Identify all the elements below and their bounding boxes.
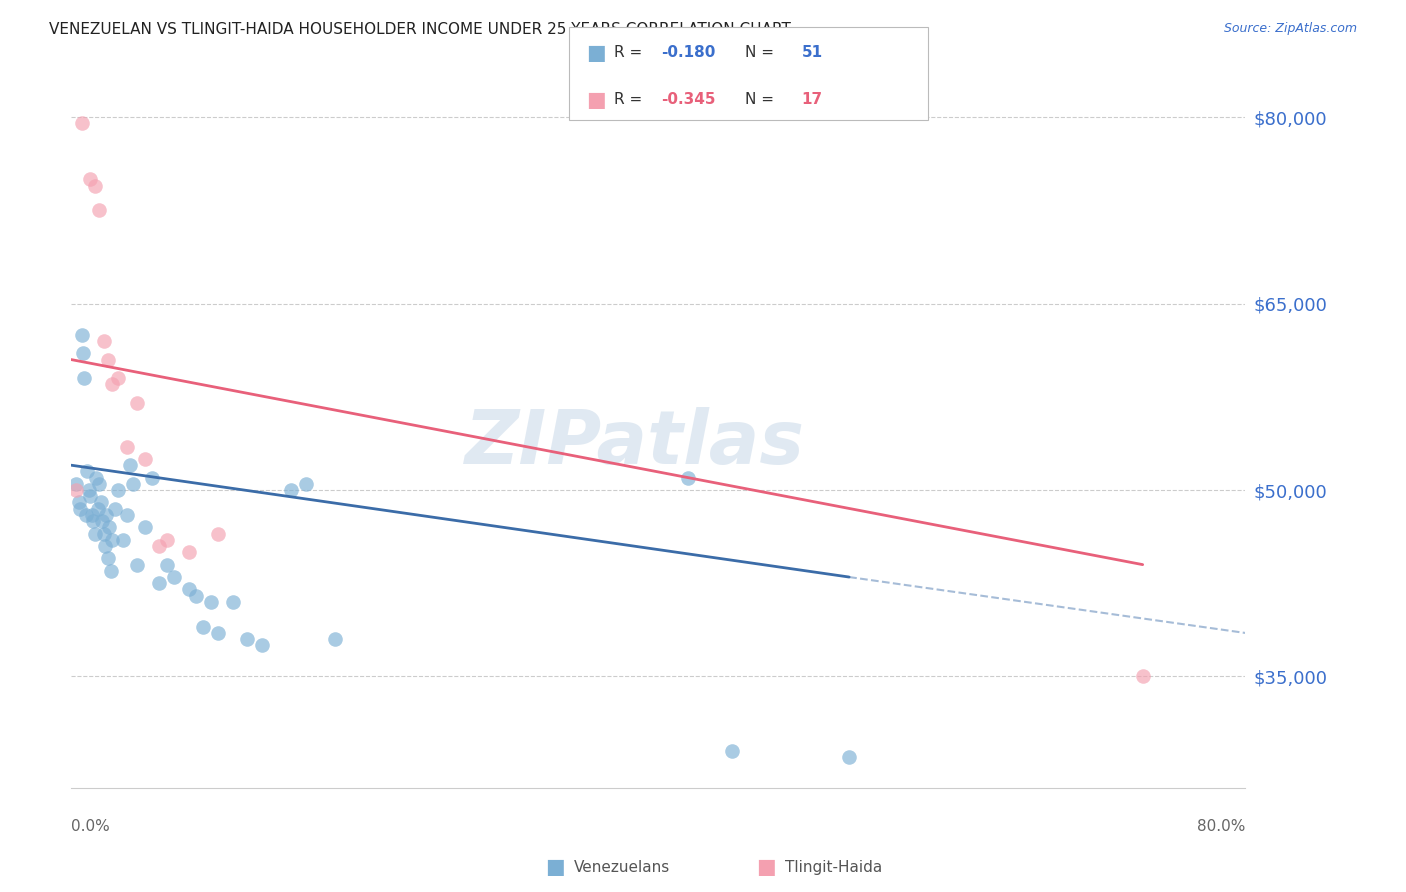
- Point: [107, 483, 129, 497]
- Point: [295, 476, 318, 491]
- Point: [184, 589, 207, 603]
- Point: [89, 203, 111, 218]
- Text: ■: ■: [586, 43, 606, 63]
- Point: [250, 639, 273, 653]
- Text: 51: 51: [801, 45, 823, 61]
- Point: [122, 476, 145, 491]
- Point: [101, 377, 124, 392]
- Point: [83, 178, 105, 193]
- Point: [70, 116, 93, 130]
- Point: [82, 514, 104, 528]
- Point: [79, 489, 101, 503]
- Point: [236, 632, 259, 647]
- Point: [80, 508, 103, 522]
- Point: [676, 470, 699, 484]
- Point: [65, 476, 87, 491]
- Point: [89, 476, 111, 491]
- Point: [134, 452, 156, 467]
- Text: ■: ■: [586, 90, 606, 110]
- Text: -0.345: -0.345: [661, 92, 716, 107]
- Point: [207, 526, 229, 541]
- Point: [94, 539, 117, 553]
- Point: [148, 576, 170, 591]
- Point: [115, 508, 138, 522]
- Text: Source: ZipAtlas.com: Source: ZipAtlas.com: [1223, 22, 1357, 36]
- Point: [104, 501, 127, 516]
- Text: N =: N =: [745, 92, 779, 107]
- Point: [207, 626, 229, 640]
- Text: 80.0%: 80.0%: [1197, 820, 1246, 834]
- Point: [156, 533, 179, 547]
- Point: [838, 750, 860, 764]
- Text: R =: R =: [614, 45, 648, 61]
- Point: [134, 520, 156, 534]
- Point: [93, 526, 115, 541]
- Point: [100, 564, 122, 578]
- Point: [73, 371, 96, 385]
- Point: [76, 465, 98, 479]
- Point: [65, 483, 87, 497]
- Point: [111, 533, 134, 547]
- Point: [79, 172, 101, 186]
- Point: [91, 514, 114, 528]
- Point: [93, 334, 115, 348]
- Point: [118, 458, 141, 473]
- Point: [193, 620, 215, 634]
- Point: [127, 558, 149, 572]
- Point: [97, 551, 120, 566]
- Point: [177, 582, 200, 597]
- Point: [1132, 669, 1154, 683]
- Point: [280, 483, 302, 497]
- Point: [221, 595, 243, 609]
- Point: [148, 539, 170, 553]
- Text: ■: ■: [546, 857, 565, 877]
- Point: [115, 440, 138, 454]
- Text: ■: ■: [756, 857, 776, 877]
- Point: [101, 533, 124, 547]
- Text: VENEZUELAN VS TLINGIT-HAIDA HOUSEHOLDER INCOME UNDER 25 YEARS CORRELATION CHART: VENEZUELAN VS TLINGIT-HAIDA HOUSEHOLDER …: [49, 22, 792, 37]
- Point: [70, 327, 93, 342]
- Point: [96, 508, 118, 522]
- Point: [90, 495, 112, 509]
- Text: Venezuelans: Venezuelans: [574, 860, 669, 874]
- Text: Tlingit-Haida: Tlingit-Haida: [785, 860, 882, 874]
- Text: N =: N =: [745, 45, 779, 61]
- Point: [156, 558, 179, 572]
- Text: -0.180: -0.180: [661, 45, 716, 61]
- Point: [72, 346, 94, 360]
- Point: [107, 371, 129, 385]
- Point: [97, 352, 120, 367]
- Point: [200, 595, 222, 609]
- Point: [127, 396, 149, 410]
- Point: [67, 495, 90, 509]
- Point: [86, 501, 108, 516]
- Point: [325, 632, 347, 647]
- Text: R =: R =: [614, 92, 648, 107]
- Text: 17: 17: [801, 92, 823, 107]
- Point: [177, 545, 200, 559]
- Text: ZIPatlas: ZIPatlas: [465, 408, 804, 480]
- Point: [84, 470, 107, 484]
- Point: [83, 526, 105, 541]
- Point: [141, 470, 163, 484]
- Point: [98, 520, 121, 534]
- Point: [77, 483, 100, 497]
- Point: [163, 570, 186, 584]
- Point: [720, 744, 742, 758]
- Point: [69, 501, 91, 516]
- Point: [75, 508, 97, 522]
- Text: 0.0%: 0.0%: [72, 820, 110, 834]
